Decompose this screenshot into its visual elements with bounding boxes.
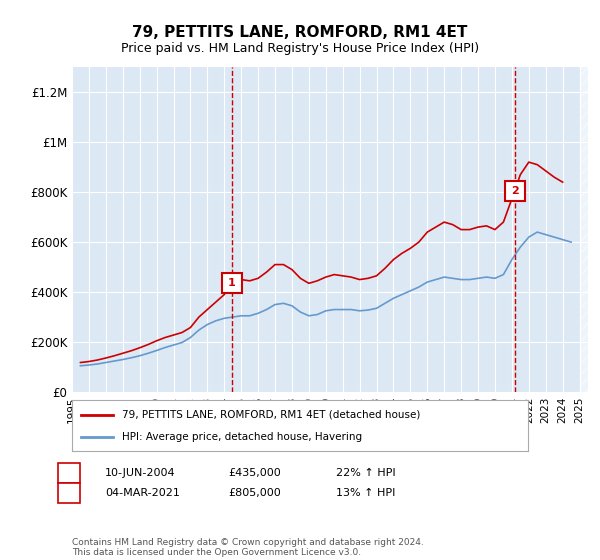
Text: HPI: Average price, detached house, Havering: HPI: Average price, detached house, Have… <box>122 432 362 442</box>
Text: 04-MAR-2021: 04-MAR-2021 <box>105 488 180 498</box>
Text: 2: 2 <box>65 488 73 498</box>
Text: £435,000: £435,000 <box>228 468 281 478</box>
Text: 79, PETTITS LANE, ROMFORD, RM1 4ET: 79, PETTITS LANE, ROMFORD, RM1 4ET <box>133 25 467 40</box>
Text: 1: 1 <box>228 278 236 288</box>
Text: Contains HM Land Registry data © Crown copyright and database right 2024.
This d: Contains HM Land Registry data © Crown c… <box>72 538 424 557</box>
Text: 79, PETTITS LANE, ROMFORD, RM1 4ET (detached house): 79, PETTITS LANE, ROMFORD, RM1 4ET (deta… <box>122 409 421 419</box>
Text: £805,000: £805,000 <box>228 488 281 498</box>
Text: 13% ↑ HPI: 13% ↑ HPI <box>336 488 395 498</box>
Text: 2: 2 <box>511 186 518 196</box>
Text: Price paid vs. HM Land Registry's House Price Index (HPI): Price paid vs. HM Land Registry's House … <box>121 42 479 55</box>
Text: 10-JUN-2004: 10-JUN-2004 <box>105 468 176 478</box>
Text: 22% ↑ HPI: 22% ↑ HPI <box>336 468 395 478</box>
Text: 1: 1 <box>65 468 73 478</box>
Bar <box>580 67 588 392</box>
